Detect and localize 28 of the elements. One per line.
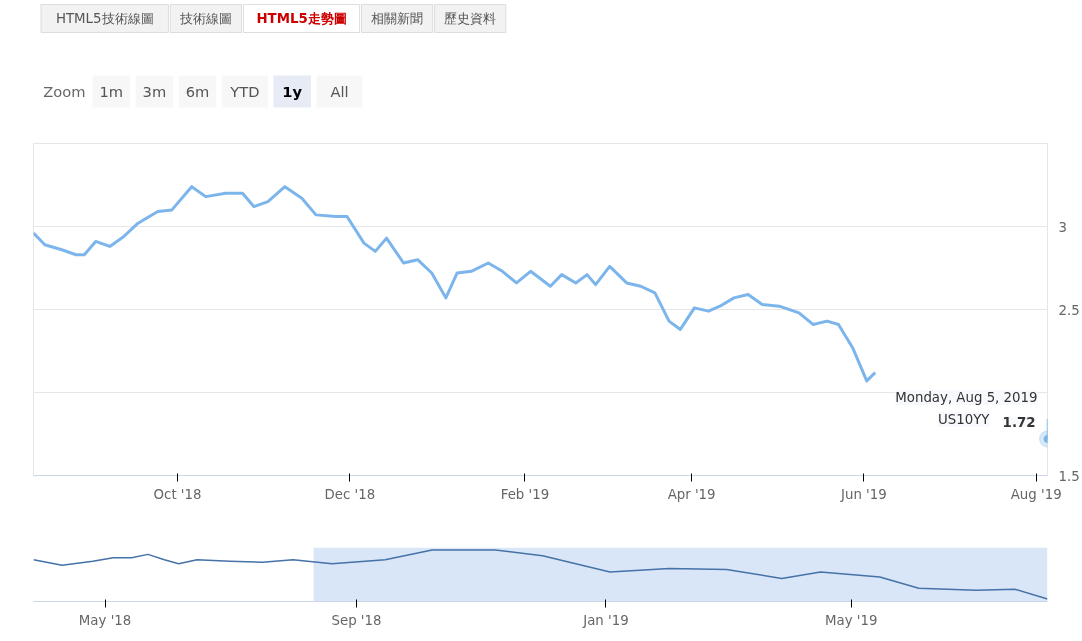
x-tick-label: May '19 xyxy=(825,612,878,628)
x-tick-label: Oct '18 xyxy=(153,486,202,502)
y-tick-label: 1.5 xyxy=(1058,468,1080,484)
annotation: Monday, Aug 5, 2019 xyxy=(895,389,1038,405)
text: 相關新聞 xyxy=(371,11,424,26)
y-tick-label: 3 xyxy=(1058,219,1067,235)
x-tick-label: Sep '18 xyxy=(331,612,382,628)
text: Zoom xyxy=(43,83,86,100)
text: 技術線圖 xyxy=(178,11,232,26)
x-tick-label: Jan '19 xyxy=(582,612,629,628)
x-tick-label: Jun '19 xyxy=(840,486,887,502)
text: HTML5技術線圖 xyxy=(55,11,154,26)
x-tick-label: Feb '19 xyxy=(500,486,550,502)
text: US10YY xyxy=(938,411,991,427)
x-tick-label: Aug '19 xyxy=(1010,486,1062,502)
text: 3m xyxy=(142,83,167,100)
text: YTD xyxy=(229,83,260,100)
x-tick-label: Dec '18 xyxy=(324,486,376,502)
text: HTML5走勢圖 xyxy=(256,11,347,26)
text: 6m xyxy=(185,83,210,100)
x-tick-label: Apr '19 xyxy=(667,486,716,502)
data-label: 1.72 xyxy=(1002,414,1036,430)
text: 歷史資料 xyxy=(444,11,497,26)
text: 1y xyxy=(282,83,303,100)
y-tick-label: 2.5 xyxy=(1058,302,1080,318)
text: All xyxy=(330,83,349,100)
x-tick-label: May '18 xyxy=(78,612,132,628)
text: 1m xyxy=(99,83,124,100)
